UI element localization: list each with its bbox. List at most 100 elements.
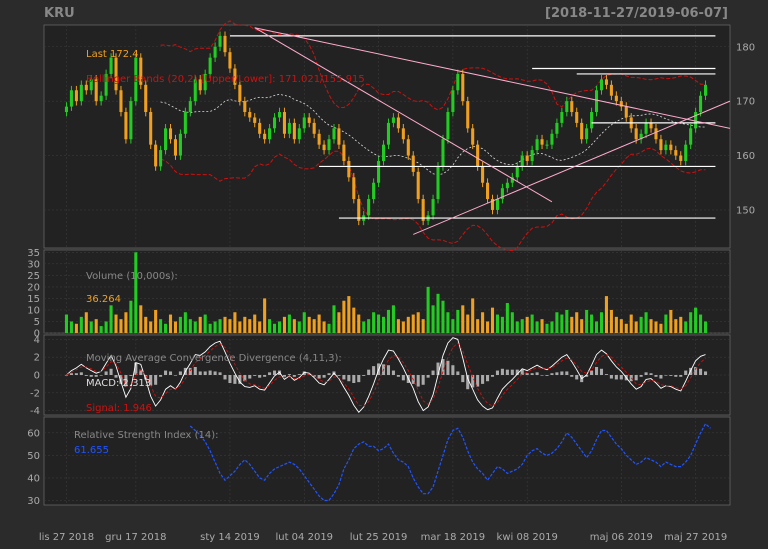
macd-histogram-bar [669,375,673,376]
macd-histogram-bar [287,374,291,375]
volume-bar [352,307,356,333]
candle-body [183,112,187,134]
macd-histogram-bar [273,370,277,375]
volume-bar [243,316,247,333]
volume-bar [134,252,138,333]
candle-body [307,117,311,123]
volume-bar [367,319,371,333]
volume-bar [302,312,306,333]
volume-bar [307,316,311,333]
volume-bar [84,312,88,333]
candle-body [84,84,88,91]
candle-body [580,122,584,140]
candle-body [287,122,291,134]
macd-histogram-bar [258,375,262,378]
volume-bar [446,312,450,333]
candle-body [481,166,485,183]
candle-body [525,155,529,161]
trendline [413,100,731,235]
volume-bar [139,305,143,333]
candle-body [99,95,103,102]
last-price-label: Last 172.4 [86,49,139,60]
macd-histogram-bar [193,367,197,375]
volume-bar [461,305,465,333]
x-tick-label: lut 25 2019 [350,532,408,543]
candle-body [401,128,405,140]
volume-y-tick-label: 35 [27,248,40,259]
macd-histogram-bar [609,375,613,379]
candle-body [238,84,242,102]
macd-histogram-bar [228,375,232,383]
volume-bar [104,321,108,333]
volume-bar [639,316,643,333]
candle-body [243,101,247,113]
macd-histogram-bar [84,375,88,376]
macd-legend-title: Moving Average Convergence Divergence (4… [86,353,342,364]
volume-bar [545,323,549,333]
volume-bar [505,303,509,333]
x-tick-label: lut 04 2019 [275,532,333,543]
candle-body [352,177,356,200]
macd-histogram-bar [599,368,604,375]
candle-body [253,117,257,123]
volume-legend-title: Volume (10,000s): [86,271,178,282]
candle-body [258,122,262,134]
macd-histogram-bar [173,375,177,376]
plot-layer [64,20,731,502]
bollinger-legend-label: Bollinger Bands (20,2) [Upper/Lower]: 17… [86,74,365,85]
candle-body [188,101,192,113]
candle-body [535,139,539,151]
volume-bar [322,321,326,333]
volume-bar [64,314,69,333]
macd-histogram-bar [659,375,663,379]
candle-body [570,101,574,113]
candle-body [590,112,594,129]
candle-body [456,73,460,91]
volume-bar [173,321,177,333]
volume-bar [248,319,252,333]
volume-y-tick-label: 25 [27,271,40,282]
volume-bar [178,316,182,333]
volume-bar [268,319,272,333]
candle-body [263,133,267,140]
x-tick-label: gru 17 2018 [105,532,166,543]
volume-y-tick-label: 5 [34,317,40,328]
candle-body [322,144,326,151]
macd-histogram-bar [114,375,118,378]
candle-body [228,52,232,69]
candle-body [317,133,321,145]
price-y-tick-label: 170 [736,97,755,108]
volume-bar [238,321,242,333]
candle-body [233,68,237,85]
macd-histogram-bar [297,374,301,375]
rsi-y-tick-label: 50 [27,451,40,462]
volume-bar [451,319,455,333]
candle-body [218,35,222,47]
candle-body [332,128,336,140]
volume-bar [669,309,673,333]
candle-body [377,160,381,183]
macd-histogram-bar [74,373,78,375]
candle-body [119,90,123,113]
volume-bar [297,321,301,333]
volume-bar [649,319,653,333]
macd-histogram-bar [649,373,653,375]
candle-body [273,117,277,129]
candle-body [312,122,316,134]
macd-histogram-bar [505,369,509,375]
candle-body [436,166,440,200]
volume-bar [129,300,133,333]
candle-body [476,144,480,167]
macd-histogram-bar [535,372,539,375]
panel-rsi [43,416,731,506]
volume-bar [228,319,232,333]
volume-bar [466,314,470,333]
volume-bar [154,309,158,333]
candle-body [277,112,282,118]
volume-bar [282,316,286,333]
candle-body [406,139,410,156]
macd-histogram-bar [426,375,430,378]
macd-histogram-bar [471,375,475,388]
volume-bar [337,312,341,333]
